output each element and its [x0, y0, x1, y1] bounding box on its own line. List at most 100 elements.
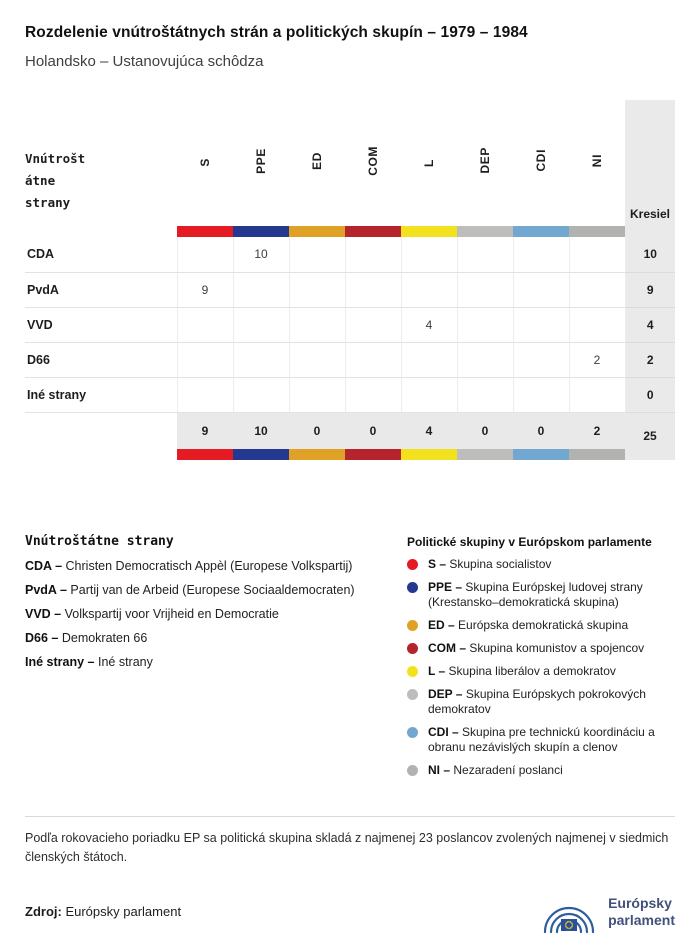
- legend-item: S – Skupina socialistov: [407, 557, 675, 572]
- legend-item: CDI – Skupina pre technickú koordináciu …: [407, 725, 675, 755]
- political-groups-legend: Politické skupiny v Európskom parlamente…: [407, 534, 675, 778]
- column-header-dep: DEP: [478, 147, 492, 174]
- seat-count-cell: [457, 342, 514, 378]
- group-color-dot: [407, 689, 418, 700]
- column-total: 2: [569, 412, 625, 449]
- seat-count-cell: [513, 237, 570, 273]
- group-color-bar: [457, 449, 513, 460]
- group-color-bar: [457, 226, 513, 237]
- party-name: VVD: [25, 307, 178, 343]
- seat-count-cell: [233, 307, 290, 343]
- legend-item: ED – Európska demokratická skupina: [407, 618, 675, 633]
- page-title: Rozdelenie vnútroštátnych strán a politi…: [25, 24, 528, 41]
- column-header-cdi: CDI: [534, 149, 548, 172]
- seat-count-cell: 2: [569, 342, 626, 378]
- table-row: VVD 4 4: [25, 307, 675, 343]
- seat-count-cell: [457, 377, 514, 413]
- seat-count-cell: [569, 272, 626, 308]
- table-row: CDA 10 10: [25, 237, 675, 273]
- group-color-bar-row: [25, 226, 675, 237]
- group-color-dot: [407, 582, 418, 593]
- seats-table: Vnútrošt átne strany S PPE ED COM L DEP …: [25, 100, 675, 460]
- seat-count-cell: [177, 307, 234, 343]
- legends: Vnútroštátne strany CDA – Christen Democ…: [25, 534, 675, 778]
- group-color-bar: [569, 226, 625, 237]
- group-color-bar: [513, 226, 569, 237]
- seat-count-cell: [289, 307, 346, 343]
- seat-count-cell: [513, 342, 570, 378]
- group-color-bar: [233, 449, 289, 460]
- divider: [25, 816, 675, 817]
- group-color-dot: [407, 643, 418, 654]
- seat-count-cell: [289, 377, 346, 413]
- column-total: 10: [233, 412, 289, 449]
- group-color-dot: [407, 620, 418, 631]
- seat-count-cell: [289, 272, 346, 308]
- table-row: D66 2 2: [25, 342, 675, 378]
- seat-count-cell: [289, 342, 346, 378]
- seat-count-cell: [457, 237, 514, 273]
- group-color-bar: [569, 449, 625, 460]
- column-header-ppe: PPE: [254, 147, 268, 174]
- seat-count-cell: [233, 342, 290, 378]
- seat-count-cell: [177, 237, 234, 273]
- political-groups-heading: Politické skupiny v Európskom parlamente: [407, 535, 652, 549]
- seat-count-cell: [401, 237, 458, 273]
- grand-total: 25: [625, 412, 675, 460]
- row-total: 2: [625, 342, 675, 378]
- row-total: 10: [625, 237, 675, 273]
- seat-count-cell: [345, 272, 402, 308]
- group-color-dot: [407, 765, 418, 776]
- legend-item: L – Skupina liberálov a demokratov: [407, 664, 675, 679]
- group-color-bar: [233, 226, 289, 237]
- column-total: 0: [513, 412, 569, 449]
- column-total: 0: [457, 412, 513, 449]
- seat-count-cell: 4: [401, 307, 458, 343]
- table-header-row: Vnútrošt átne strany S PPE ED COM L DEP …: [25, 100, 675, 226]
- group-color-dot: [407, 727, 418, 738]
- seat-count-cell: [233, 272, 290, 308]
- source: Zdroj: Európsky parlament: [25, 904, 182, 920]
- seat-count-cell: [233, 377, 290, 413]
- seat-count-cell: 10: [233, 237, 290, 273]
- table-row: Iné strany 0: [25, 377, 675, 413]
- row-total: 9: [625, 272, 675, 308]
- seat-count-cell: [345, 307, 402, 343]
- national-parties-heading: Vnútroštátne strany: [25, 534, 174, 549]
- page-subtitle: Holandsko – Ustanovujúca schôdza: [25, 53, 264, 70]
- column-header-s: S: [198, 158, 212, 167]
- table-row: PvdA 9 9: [25, 272, 675, 308]
- group-color-dot: [407, 666, 418, 677]
- group-color-bar: [177, 449, 233, 460]
- row-total: 4: [625, 307, 675, 343]
- legend-item: COM – Skupina komunistov a spojencov: [407, 641, 675, 656]
- legend-item: Iné strany – Iné strany: [25, 655, 153, 669]
- seat-count-cell: [401, 377, 458, 413]
- hemicycle-logo-icon: [543, 906, 595, 933]
- column-total: 0: [289, 412, 345, 449]
- legend-item: PPE – Skupina Európskej ludovej strany (…: [407, 580, 675, 610]
- party-name: CDA: [25, 237, 178, 273]
- seat-count-cell: [569, 237, 626, 273]
- seat-count-cell: [177, 377, 234, 413]
- seat-count-cell: [345, 342, 402, 378]
- group-color-bar: [177, 226, 233, 237]
- footer: Zdroj: Európsky parlament: [25, 886, 675, 938]
- column-total: 4: [401, 412, 457, 449]
- seat-count-cell: [569, 307, 626, 343]
- party-name: Iné strany: [25, 377, 178, 413]
- row-total: 0: [625, 377, 675, 413]
- group-color-bar-row-bottom: [25, 449, 675, 460]
- column-header-ni: NI: [590, 153, 604, 168]
- legend-item: DEP – Skupina Európskych pokrokových dem…: [407, 687, 675, 717]
- legend-item: VVD – Volkspartij voor Vrijheid en Democ…: [25, 607, 279, 621]
- legend-item: D66 – Demokraten 66: [25, 631, 148, 645]
- group-color-bar: [289, 449, 345, 460]
- european-parliament-logo: Európsky parlament: [538, 886, 675, 938]
- totals-row: 9 10 0 0 4 0 0 2 25: [25, 412, 675, 460]
- seat-count-cell: [457, 272, 514, 308]
- group-color-bar: [401, 449, 457, 460]
- column-header-com: COM: [366, 145, 380, 176]
- logo-wordmark: Európsky parlament: [608, 895, 675, 928]
